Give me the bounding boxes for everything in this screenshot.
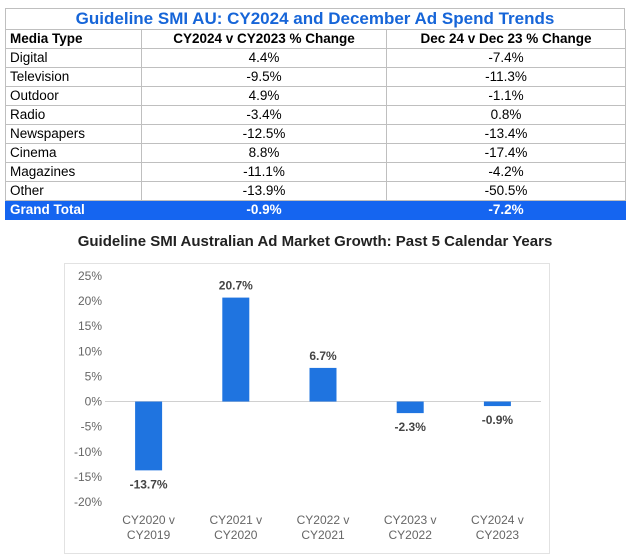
y-tick-label: 5% — [85, 369, 103, 383]
header-media-type: Media Type — [5, 29, 142, 49]
grand-total-row: Grand Total -0.9% -7.2% — [5, 200, 626, 220]
ad-spend-table-section: Guideline SMI AU: CY2024 and December Ad… — [5, 8, 626, 220]
dec-change-cell: 0.8% — [386, 105, 626, 125]
grand-total-cy: -0.9% — [141, 200, 387, 220]
growth-chart-svg: 25% 20% 15% 10% 5% 0% -5% -10% -15% -20% -13.7% CY2… — [74, 269, 541, 542]
bar — [483, 401, 511, 407]
category-label: CY2023 — [476, 528, 520, 542]
table-title: Guideline SMI AU: CY2024 and December Ad… — [5, 8, 625, 29]
table-row: Television -9.5% -11.3% — [5, 67, 626, 87]
category-label: CY2023 v — [384, 513, 437, 527]
dec-change-cell: -1.1% — [386, 86, 626, 106]
cy-change-cell: -9.5% — [141, 67, 387, 87]
table-row: Other -13.9% -50.5% — [5, 181, 626, 201]
y-tick-label: 0% — [85, 395, 103, 409]
dec-change-cell: -4.2% — [386, 162, 626, 182]
media-type-cell: Radio — [5, 105, 142, 125]
media-type-cell: Television — [5, 67, 142, 87]
media-type-cell: Other — [5, 181, 142, 201]
y-tick-label: -15% — [74, 470, 102, 484]
y-tick-label: 25% — [78, 269, 102, 283]
cy-change-cell: 4.4% — [141, 48, 387, 68]
y-tick-label: -5% — [81, 420, 103, 434]
header-dec-change: Dec 24 v Dec 23 % Change — [386, 29, 626, 49]
data-label: 20.7% — [219, 279, 253, 293]
dec-change-cell: -11.3% — [386, 67, 626, 87]
y-tick-label: -20% — [74, 495, 102, 509]
table-header-row: Media Type CY2024 v CY2023 % Change Dec … — [5, 29, 626, 49]
cy-change-cell: 4.9% — [141, 86, 387, 106]
category-label: CY2022 — [389, 528, 433, 542]
category-label: CY2022 v — [297, 513, 350, 527]
table-row: Outdoor 4.9% -1.1% — [5, 86, 626, 106]
cy-change-cell: -11.1% — [141, 162, 387, 182]
cy-change-cell: -13.9% — [141, 181, 387, 201]
bar — [222, 297, 250, 402]
grand-total-dec: -7.2% — [386, 200, 626, 220]
y-tick-label: 10% — [78, 344, 102, 358]
dec-change-cell: -17.4% — [386, 143, 626, 163]
header-cy-change: CY2024 v CY2023 % Change — [141, 29, 387, 49]
chart-title: Guideline SMI Australian Ad Market Growt… — [77, 233, 553, 250]
table-row: Newspapers -12.5% -13.4% — [5, 124, 626, 144]
category-label: CY2019 — [127, 528, 171, 542]
cy-change-cell: -3.4% — [141, 105, 387, 125]
y-tick-label: 15% — [78, 319, 102, 333]
media-type-cell: Cinema — [5, 143, 142, 163]
table-row: Cinema 8.8% -17.4% — [5, 143, 626, 163]
cy-change-cell: 8.8% — [141, 143, 387, 163]
category-label: CY2021 v — [209, 513, 262, 527]
ad-spend-table: Media Type CY2024 v CY2023 % Change Dec … — [5, 29, 626, 220]
media-type-cell: Magazines — [5, 162, 142, 182]
category-label: CY2024 v — [471, 513, 524, 527]
category-label: CY2020 v — [122, 513, 175, 527]
category-label: CY2021 — [301, 528, 345, 542]
table-row: Digital 4.4% -7.4% — [5, 48, 626, 68]
y-tick-label: 20% — [78, 294, 102, 308]
dec-change-cell: -13.4% — [386, 124, 626, 144]
category-label: CY2020 — [214, 528, 258, 542]
data-label: -2.3% — [395, 420, 427, 434]
media-type-cell: Newspapers — [5, 124, 142, 144]
media-type-cell: Outdoor — [5, 86, 142, 106]
table-row: Magazines -11.1% -4.2% — [5, 162, 626, 182]
dec-change-cell: -50.5% — [386, 181, 626, 201]
data-label: -13.7% — [130, 477, 168, 491]
bar — [309, 367, 337, 402]
bar — [135, 401, 163, 471]
cy-change-cell: -12.5% — [141, 124, 387, 144]
grand-total-label: Grand Total — [5, 200, 142, 220]
growth-chart: 25% 20% 15% 10% 5% 0% -5% -10% -15% -20% -13.7% CY2… — [64, 263, 550, 554]
data-label: 6.7% — [309, 349, 337, 363]
bar — [396, 401, 424, 414]
data-label: -0.9% — [482, 413, 514, 427]
media-type-cell: Digital — [5, 48, 142, 68]
y-tick-label: -10% — [74, 445, 102, 459]
table-row: Radio -3.4% 0.8% — [5, 105, 626, 125]
dec-change-cell: -7.4% — [386, 48, 626, 68]
